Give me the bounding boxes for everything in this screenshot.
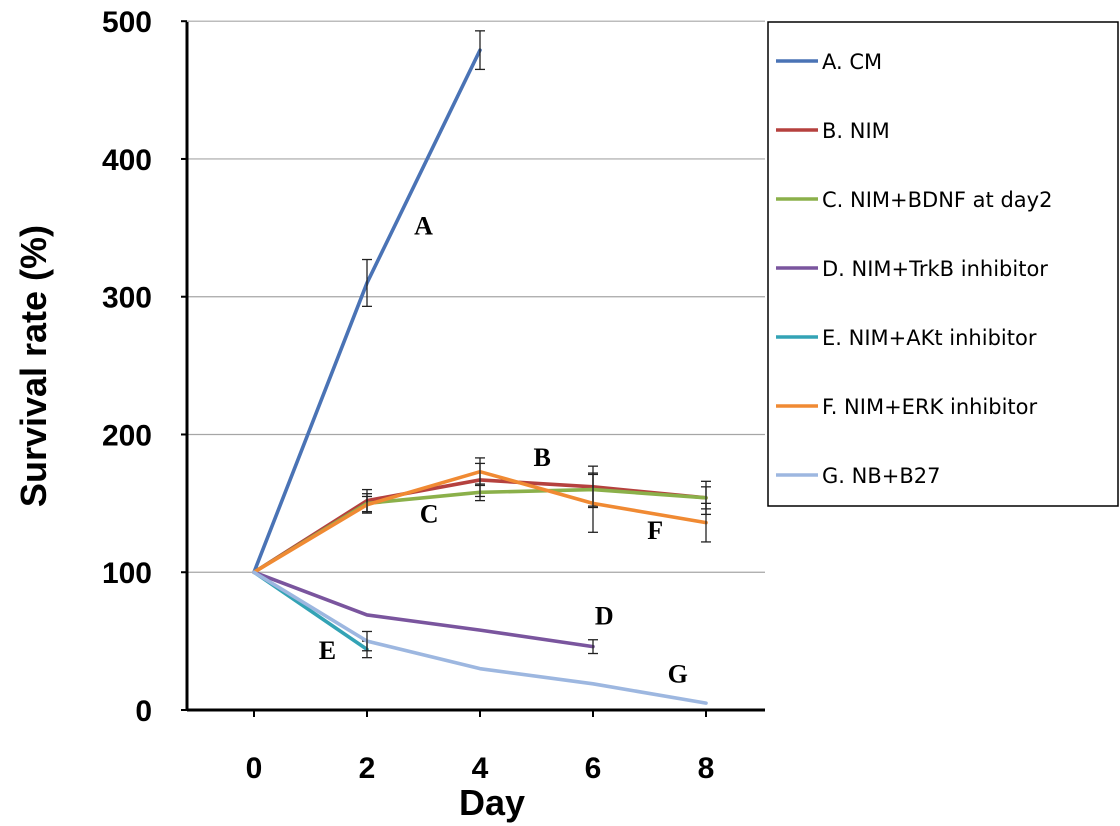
y-axis-title: Survival rate (%) [13, 225, 54, 507]
legend-label-C: C. NIM+BDNF at day2 [822, 188, 1052, 212]
y-tick-label-100: 100 [102, 557, 152, 590]
error-bar-G-2 [362, 630, 372, 652]
legend-label-E: E. NIM+AKt inhibitor [822, 326, 1037, 350]
series-layer [252, 30, 711, 705]
series-F [252, 457, 711, 575]
legend-item-B: B. NIM [776, 119, 890, 143]
series-letter-C: C [420, 500, 439, 529]
legend: A. CM B. NIM C. NIM+BDNF at day2 D. NIM+Trk… [767, 21, 1119, 507]
legend-item-F: F. NIM+ERK inhibitor [776, 395, 1038, 419]
error-bar-F-8 [701, 502, 711, 543]
series-letter-F: F [647, 516, 663, 545]
x-tick-label-2: 2 [359, 752, 376, 785]
legend-item-E: E. NIM+AKt inhibitor [776, 326, 1037, 350]
legend-item-G: G. NB+B27 [776, 464, 940, 488]
error-bar-D-6 [588, 639, 598, 655]
legend-label-B: B. NIM [822, 119, 890, 143]
x-tick-label-8: 8 [698, 752, 715, 785]
y-tick-label-500: 500 [102, 6, 152, 39]
error-bar-F-2 [362, 495, 372, 514]
series-A [252, 30, 485, 575]
gridlines [187, 20, 765, 573]
y-tick-label-300: 300 [102, 282, 152, 315]
error-bar-F-6 [588, 473, 598, 533]
legend-label-D: D. NIM+TrkB inhibitor [822, 257, 1048, 281]
legend-item-D: D. NIM+TrkB inhibitor [776, 257, 1048, 281]
legend-item-C: C. NIM+BDNF at day2 [776, 188, 1052, 212]
error-bar-A-2 [362, 258, 372, 308]
series-C [252, 472, 711, 575]
axes [185, 22, 765, 712]
legend-label-G: G. NB+B27 [822, 464, 940, 488]
series-letter-labels: A B C D E F G [319, 212, 688, 689]
error-bar-A-4 [475, 30, 485, 71]
series-G [252, 570, 708, 705]
legend-label-F: F. NIM+ERK inhibitor [822, 395, 1038, 419]
y-tick-label-400: 400 [102, 144, 152, 177]
series-D [252, 570, 598, 655]
series-letter-D: D [595, 602, 614, 631]
x-axis-title: Day [459, 782, 525, 823]
legend-item-A: A. CM [776, 50, 882, 74]
y-tick-label-0: 0 [135, 695, 152, 728]
series-line-G [252, 570, 708, 705]
legend-box [767, 21, 1119, 507]
series-letter-G: G [668, 659, 688, 688]
x-tick-label-6: 6 [585, 752, 602, 785]
error-bar-F-4 [475, 457, 485, 487]
tick-layer: 0 100 200 300 400 500 0 2 4 6 8 [102, 6, 714, 785]
legend-label-A: A. CM [822, 50, 882, 74]
series-B [252, 462, 711, 575]
y-tick-label-200: 200 [102, 419, 152, 452]
series-letter-B: B [533, 443, 550, 472]
series-line-D [252, 570, 595, 649]
series-letter-A: A [414, 212, 433, 241]
x-tick-label-0: 0 [246, 752, 263, 785]
series-letter-E: E [319, 636, 336, 665]
x-tick-label-4: 4 [472, 752, 489, 785]
